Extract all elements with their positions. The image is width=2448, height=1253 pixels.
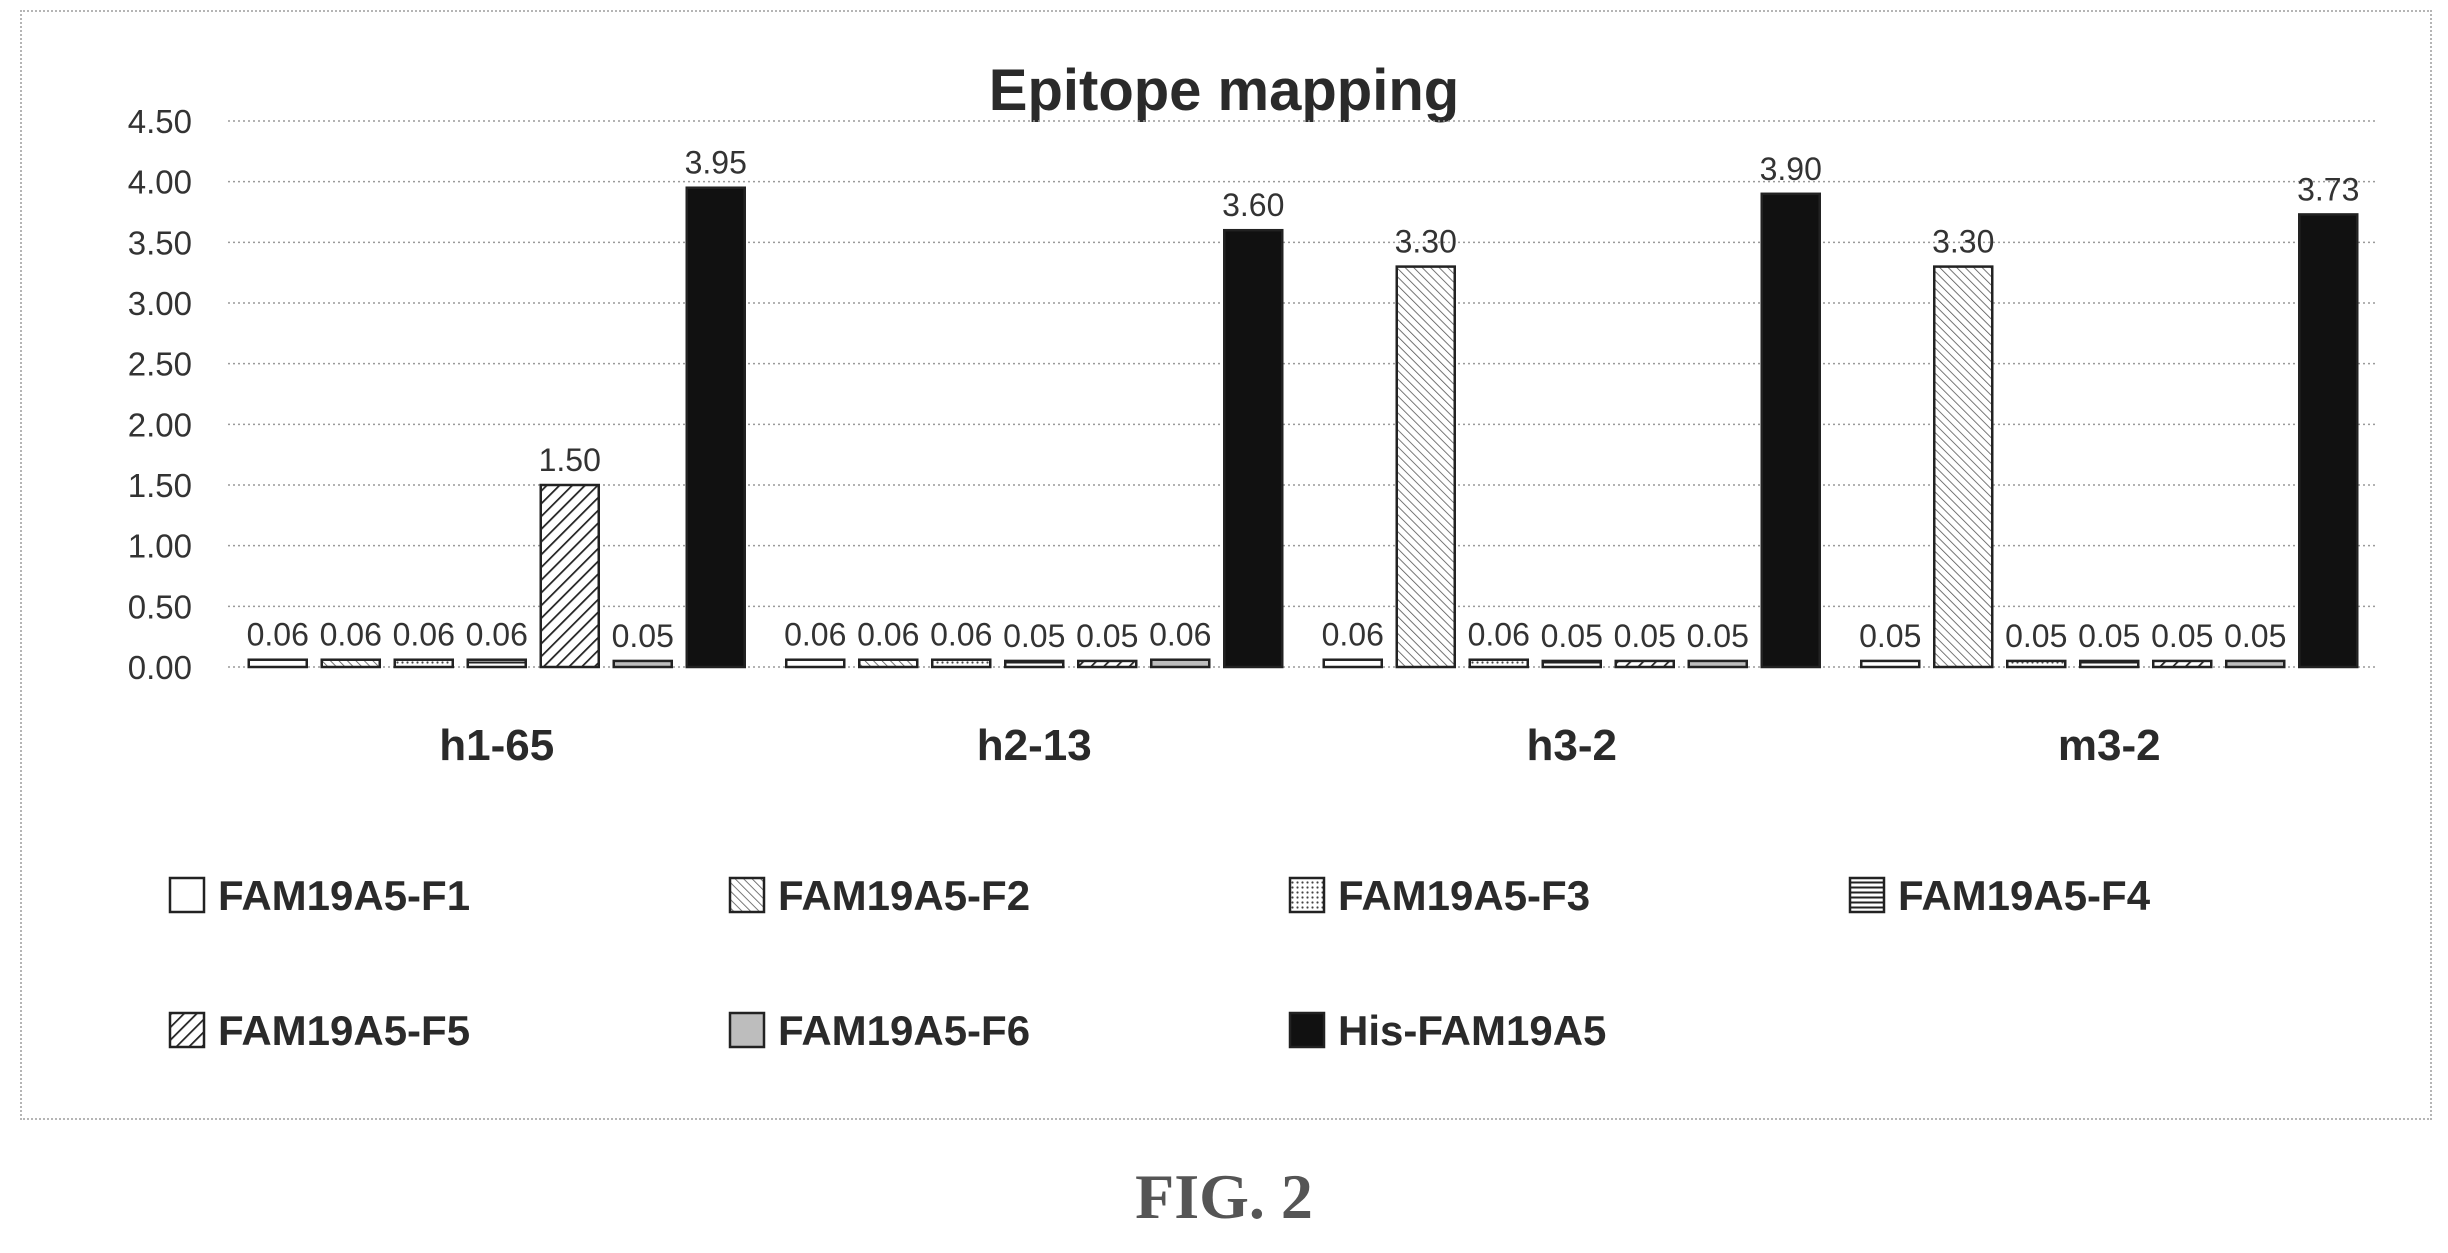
data-label: 0.05: [1541, 618, 1603, 654]
data-label: 0.05: [1687, 618, 1749, 654]
bars: [247, 186, 2359, 669]
data-label: 0.05: [1076, 618, 1138, 654]
bar-h3-2-fam19a5-f6: [1687, 659, 1748, 669]
bar-h2-13-fam19a5-f2: [858, 658, 919, 669]
gridlines: [228, 120, 2378, 668]
legend-label-fam19a5-f4: FAM19A5-F4: [1898, 872, 2151, 919]
data-label: 3.30: [1395, 224, 1457, 260]
bar-m3-2-fam19a5-f1: [1860, 659, 1921, 669]
bar-h1-65-fam19a5-f5: [539, 483, 600, 669]
x-category-label: h3-2: [1527, 721, 1617, 770]
data-label: 0.06: [857, 617, 919, 653]
x-category-label: h1-65: [439, 721, 554, 770]
data-label: 0.05: [2078, 618, 2140, 654]
bar-m3-2-fam19a5-f3: [2006, 659, 2067, 669]
data-label: 0.06: [1468, 617, 1530, 653]
legend-swatch-fam19a5-f2: [728, 876, 766, 914]
bar-h2-13-fam19a5-f1: [785, 658, 846, 669]
data-label: 3.60: [1222, 187, 1284, 223]
bar-h2-13-his-fam19a5: [1223, 228, 1284, 669]
bar-m3-2-fam19a5-f5: [2152, 659, 2213, 669]
data-label: 1.50: [539, 442, 601, 478]
bar-h1-65-fam19a5-f4: [466, 658, 527, 669]
data-label: 3.90: [1760, 151, 1822, 187]
y-axis-ticks: 0.00 0.50 1.00 1.50 2.00 2.50 3.00 3.50 4.00 4.50: [128, 103, 192, 686]
legend-swatch-fam19a5-f3: [1288, 876, 1326, 914]
bar-h3-2-his-fam19a5: [1760, 192, 1821, 669]
data-label: 0.05: [2151, 618, 2213, 654]
bar-h2-13-fam19a5-f4: [1004, 659, 1065, 669]
data-label: 3.95: [685, 145, 747, 181]
data-label: 0.06: [930, 617, 992, 653]
bar-m3-2-his-fam19a5: [2298, 213, 2359, 669]
bar-h2-13-fam19a5-f5: [1077, 659, 1138, 669]
legend-label-fam19a5-f6: FAM19A5-F6: [778, 1007, 1030, 1054]
bar-h2-13-fam19a5-f3: [931, 658, 992, 669]
bar-h3-2-fam19a5-f2: [1395, 265, 1456, 669]
bar-h3-2-fam19a5-f4: [1541, 659, 1602, 669]
data-label: 0.06: [320, 617, 382, 653]
bar-h1-65-fam19a5-f3: [393, 658, 454, 669]
y-tick-label: 0.50: [128, 588, 192, 625]
x-category-label: m3-2: [2058, 721, 2161, 770]
y-tick-label: 3.50: [128, 224, 192, 261]
y-tick-label: 0.00: [128, 649, 192, 686]
legend-label-fam19a5-f2: FAM19A5-F2: [778, 872, 1030, 919]
y-tick-label: 1.00: [128, 528, 192, 565]
legend-swatch-fam19a5-f5: [168, 1011, 206, 1049]
bar-h1-65-fam19a5-f2: [320, 658, 381, 669]
bar-h2-13-fam19a5-f6: [1150, 658, 1211, 669]
legend-swatch-fam19a5-f4: [1848, 876, 1886, 914]
bar-chart: Epitope mapping 0.00 0.50 1.00 1.50 2.00 2.50…: [128, 58, 2378, 1054]
bar-m3-2-fam19a5-f4: [2079, 659, 2140, 669]
data-label: 0.06: [393, 617, 455, 653]
bar-m3-2-fam19a5-f6: [2225, 659, 2286, 669]
y-tick-label: 2.50: [128, 346, 192, 383]
legend-label-his-fam19a5: His-FAM19A5: [1338, 1007, 1606, 1054]
bar-h1-65-fam19a5-f6: [612, 659, 673, 669]
figure-label: FIG. 2: [1135, 1161, 1313, 1232]
data-label: 0.05: [1859, 618, 1921, 654]
bar-h3-2-fam19a5-f1: [1322, 658, 1383, 669]
data-label: 0.06: [466, 617, 528, 653]
data-label: 0.05: [1003, 618, 1065, 654]
data-label: 0.06: [247, 617, 309, 653]
y-tick-label: 1.50: [128, 467, 192, 504]
bar-h1-65-his-fam19a5: [685, 186, 746, 669]
y-tick-label: 4.00: [128, 164, 192, 201]
data-label: 0.06: [1322, 617, 1384, 653]
legend-swatch-fam19a5-f6: [728, 1011, 766, 1049]
y-tick-label: 2.00: [128, 406, 192, 443]
data-label: 3.73: [2297, 171, 2359, 207]
legend: FAM19A5-F1 FAM19A5-F2 FAM19A5-F3 FAM19A5-F4…: [168, 872, 2151, 1054]
data-label: 0.05: [2005, 618, 2067, 654]
data-label: 0.06: [1149, 617, 1211, 653]
x-category-label: h2-13: [977, 721, 1092, 770]
data-label: 0.05: [1614, 618, 1676, 654]
data-labels: 0.06 0.06 0.06 0.06 1.50 0.05 3.95 0.06 0.06 0.06…: [247, 145, 2360, 654]
data-label: 0.06: [784, 617, 846, 653]
chart-title: Epitope mapping: [989, 58, 1459, 123]
data-label: 0.05: [2224, 618, 2286, 654]
bar-h3-2-fam19a5-f3: [1468, 658, 1529, 669]
bar-h1-65-fam19a5-f1: [247, 658, 308, 669]
bar-h3-2-fam19a5-f5: [1614, 659, 1675, 669]
data-label: 0.05: [612, 618, 674, 654]
y-tick-label: 3.00: [128, 285, 192, 322]
x-axis-categories: h1-65 h2-13 h3-2 m3-2: [439, 721, 2160, 770]
y-tick-label: 4.50: [128, 103, 192, 140]
legend-swatch-fam19a5-f1: [168, 876, 206, 914]
legend-label-fam19a5-f3: FAM19A5-F3: [1338, 872, 1590, 919]
data-label: 3.30: [1932, 224, 1994, 260]
legend-label-fam19a5-f5: FAM19A5-F5: [218, 1007, 470, 1054]
bar-m3-2-fam19a5-f2: [1933, 265, 1994, 669]
legend-swatch-his-fam19a5: [1288, 1011, 1326, 1049]
legend-label-fam19a5-f1: FAM19A5-F1: [218, 872, 470, 919]
chart-frame: [20, 10, 2432, 1120]
